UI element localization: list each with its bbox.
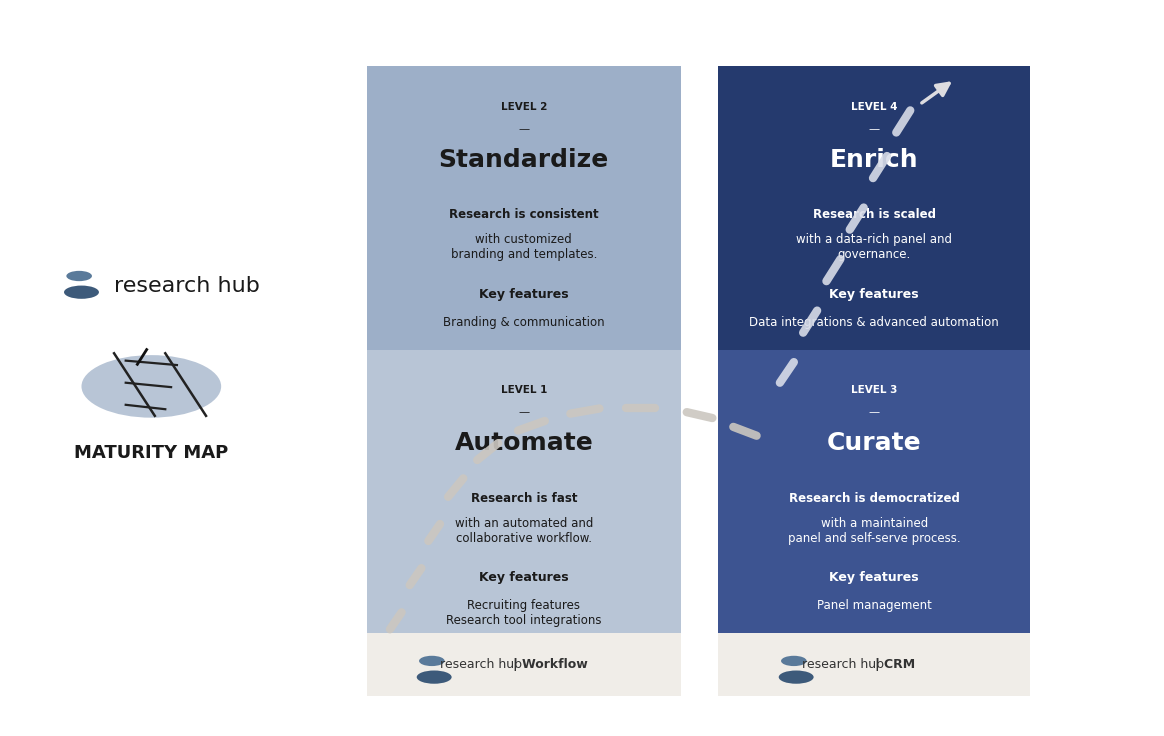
Text: MATURITY MAP: MATURITY MAP (74, 444, 228, 461)
Text: with customized
branding and templates.: with customized branding and templates. (450, 233, 597, 261)
Bar (718, 350, 1030, 633)
Text: Panel management: Panel management (817, 599, 931, 612)
Ellipse shape (781, 656, 807, 666)
Text: research hub: research hub (802, 658, 883, 670)
Bar (718, 66, 1030, 350)
Text: Standardize: Standardize (439, 148, 609, 171)
Text: LEVEL 3: LEVEL 3 (851, 385, 897, 395)
Ellipse shape (779, 670, 814, 684)
Text: Research is scaled: Research is scaled (812, 208, 936, 222)
Text: Enrich: Enrich (830, 148, 918, 171)
Text: with an automated and
collaborative workflow.: with an automated and collaborative work… (455, 517, 592, 545)
Text: Key features: Key features (480, 288, 568, 301)
Text: Research is democratized: Research is democratized (789, 492, 959, 505)
Text: Key features: Key features (830, 288, 918, 301)
Text: —: — (868, 407, 880, 417)
Ellipse shape (64, 286, 99, 299)
Text: research hub: research hub (440, 658, 521, 670)
Ellipse shape (81, 355, 221, 418)
Text: Research is consistent: Research is consistent (449, 208, 598, 222)
Text: research hub: research hub (114, 275, 260, 296)
Text: with a data-rich panel and
governance.: with a data-rich panel and governance. (796, 233, 952, 261)
Text: LEVEL 2: LEVEL 2 (501, 102, 547, 112)
Text: —: — (868, 124, 880, 134)
Text: LEVEL 4: LEVEL 4 (851, 102, 897, 112)
Text: Key features: Key features (830, 571, 918, 584)
Bar (718, 633, 1030, 696)
Text: Branding & communication: Branding & communication (443, 316, 604, 329)
Text: Curate: Curate (826, 431, 922, 455)
Ellipse shape (66, 271, 92, 281)
Bar (367, 350, 681, 633)
Text: —: — (518, 407, 530, 417)
Bar (367, 633, 681, 696)
Text: —: — (518, 124, 530, 134)
Text: with a maintained
panel and self-serve process.: with a maintained panel and self-serve p… (788, 517, 960, 545)
Text: Automate: Automate (454, 431, 594, 455)
Ellipse shape (419, 656, 445, 666)
Text: Data integrations & advanced automation: Data integrations & advanced automation (750, 316, 999, 329)
Text: LEVEL 1: LEVEL 1 (501, 385, 547, 395)
Text: Research is fast: Research is fast (470, 492, 577, 505)
Text: Recruiting features
Research tool integrations: Recruiting features Research tool integr… (446, 599, 602, 627)
Ellipse shape (417, 670, 452, 684)
Text: Key features: Key features (480, 571, 568, 584)
Text: | Workflow: | Workflow (513, 658, 588, 670)
Text: | CRM: | CRM (875, 658, 915, 670)
Bar (367, 66, 681, 350)
